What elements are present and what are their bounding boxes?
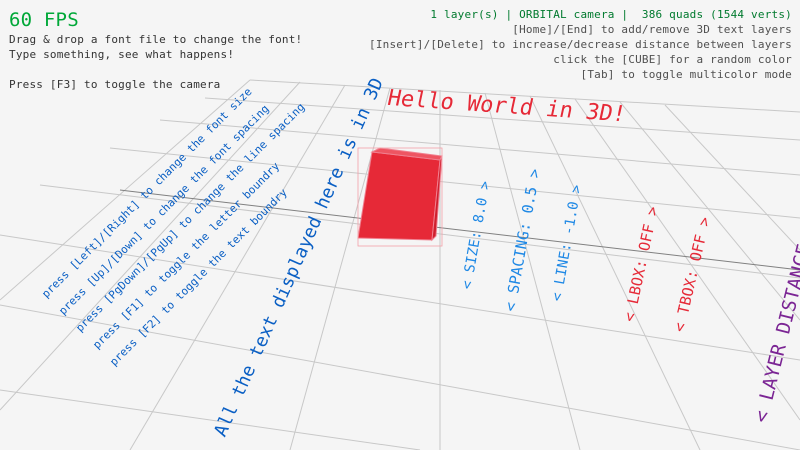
hint-drag-drop: Drag & drop a font file to change the fo… [9,33,303,46]
status-line: 1 layer(s) | ORBITAL camera | 386 quads … [430,8,792,21]
cube[interactable] [357,147,443,247]
hint-cube: click the [CUBE] for a random color [553,53,792,66]
fps-counter: 60 FPS [9,9,79,31]
hint-distance: [Insert]/[Delete] to increase/decrease d… [369,38,792,51]
hint-multicolor: [Tab] to toggle multicolor mode [580,68,792,81]
hint-camera: Press [F3] to toggle the camera [9,78,221,91]
hint-layers: [Home]/[End] to add/remove 3D text layer… [512,23,792,36]
hint-type: Type something, see what happens! [9,48,235,61]
